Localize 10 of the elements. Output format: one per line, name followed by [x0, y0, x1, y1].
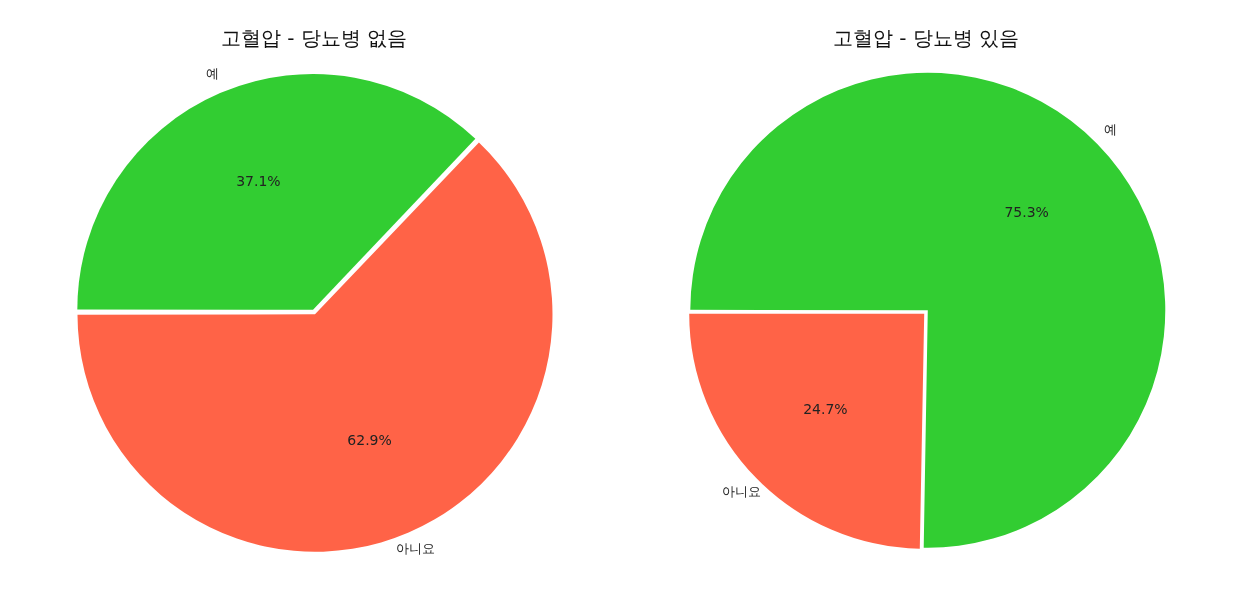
data-label: 75.3%	[1004, 203, 1049, 220]
data-label: 24.7%	[803, 401, 848, 418]
chart-title: 고혈압 - 당뇨병 있음	[832, 26, 1020, 51]
slice-label: 예	[1104, 122, 1117, 138]
slice-label: 아니요	[722, 484, 761, 500]
chart-title: 고혈압 - 당뇨병 없음	[220, 26, 408, 51]
slice-label: 아니요	[396, 540, 436, 556]
data-label: 37.1%	[236, 173, 281, 190]
slice-label: 예	[205, 65, 219, 81]
data-label: 62.9%	[347, 432, 392, 449]
